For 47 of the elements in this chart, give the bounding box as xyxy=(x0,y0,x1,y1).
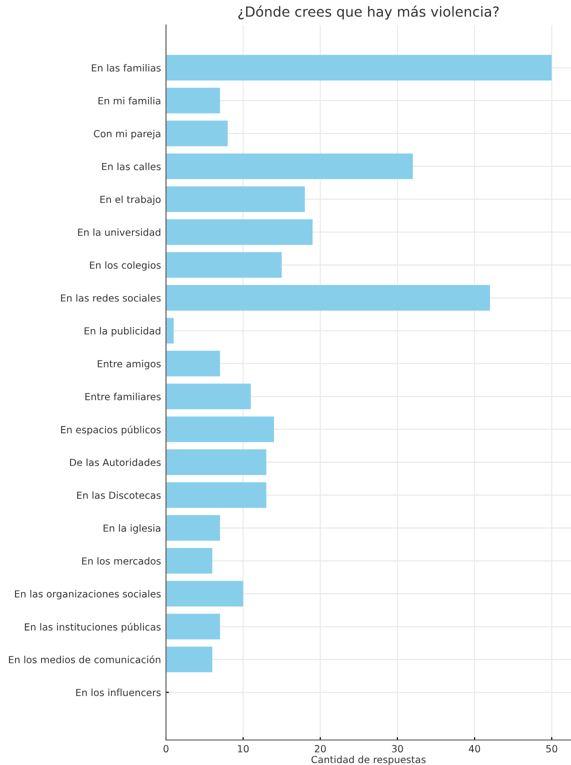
bar xyxy=(166,614,220,640)
bar xyxy=(166,646,212,672)
x-axis-title: Cantidad de respuestas xyxy=(311,756,426,765)
bar xyxy=(166,154,413,180)
y-tick-label: En las familias xyxy=(92,64,161,72)
bar xyxy=(166,318,174,344)
x-tick-label: 50 xyxy=(546,745,558,752)
y-tick-label: En la universidad xyxy=(78,228,160,236)
y-tick-label: En espacios públicos xyxy=(61,425,161,436)
bar xyxy=(166,580,244,607)
x-tick-label: 10 xyxy=(238,745,249,752)
bar xyxy=(166,186,305,212)
bar xyxy=(166,219,313,245)
x-tick-label: 40 xyxy=(468,745,480,752)
bar xyxy=(166,482,266,508)
y-tick-label: Entre amigos xyxy=(98,360,161,370)
y-tick-label: En los medios de comunicación xyxy=(8,655,160,664)
x-tick-label: 30 xyxy=(392,745,403,752)
y-tick-label: En la iglesia xyxy=(104,524,160,534)
y-tick-label: En los colegios xyxy=(90,261,161,271)
bar xyxy=(166,449,266,476)
y-tick-label: En mi familia xyxy=(98,96,160,104)
y-tick-label: En las organizaciones sociales xyxy=(14,590,161,600)
bar xyxy=(166,285,490,311)
bar xyxy=(166,54,552,81)
bar xyxy=(166,120,228,146)
y-tick-label: Entre familiares xyxy=(85,392,161,400)
y-tick-label: En las Discotecas xyxy=(77,491,161,499)
y-tick-label: En la publicidad xyxy=(84,327,160,336)
bar xyxy=(166,416,274,442)
y-tick-label: En las calles xyxy=(102,162,161,170)
x-tick-label: 20 xyxy=(314,745,326,752)
bar xyxy=(166,350,220,376)
y-tick-label: En el trabajo xyxy=(100,196,161,205)
chart-title: ¿Dónde crees que hay más violencia? xyxy=(238,6,499,20)
bar xyxy=(166,88,220,114)
bar xyxy=(166,384,251,410)
y-tick-label: En las redes sociales xyxy=(61,294,161,302)
y-tick-label: En las instituciones públicas xyxy=(24,622,161,632)
y-tick-label: En los influencers xyxy=(76,688,161,696)
bar xyxy=(166,515,220,541)
y-tick-label: De las Autoridades xyxy=(70,458,161,466)
bar xyxy=(166,252,282,278)
bar xyxy=(166,548,212,574)
x-tick-label: 0 xyxy=(164,745,168,752)
y-tick-label: Con mi pareja xyxy=(94,130,160,140)
y-tick-label: En los mercados xyxy=(82,557,161,565)
